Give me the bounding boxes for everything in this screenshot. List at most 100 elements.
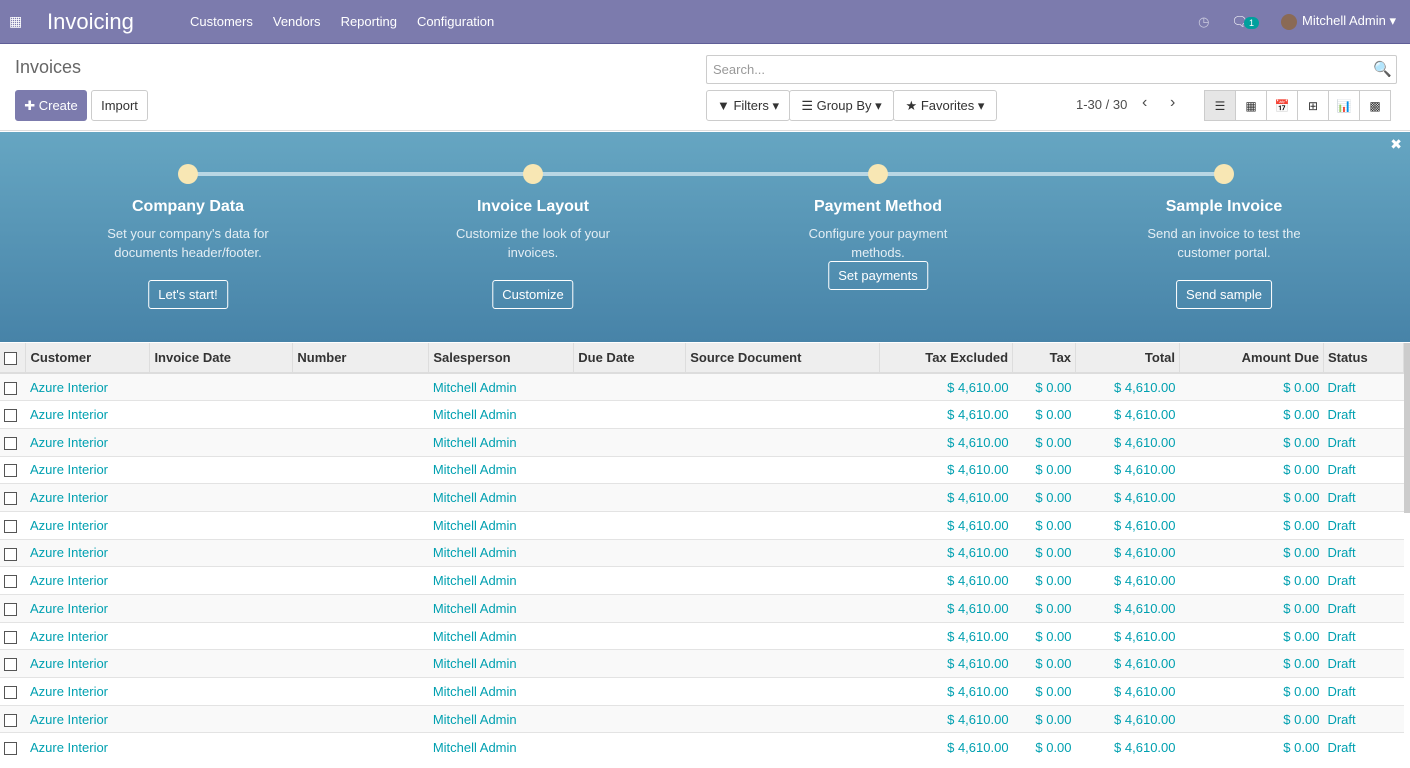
table-row[interactable]: Azure Interior Mitchell Admin $ 4,610.00 $ … xyxy=(0,400,1404,429)
table-cell: $ 0.00 xyxy=(1179,455,1324,484)
row-checkbox[interactable] xyxy=(4,658,17,672)
table-cell: Azure Interior xyxy=(25,677,150,706)
row-checkbox[interactable] xyxy=(4,685,17,699)
search-input[interactable]: Search... 🔍 xyxy=(706,55,1397,84)
table-cell: $ 4,610.00 xyxy=(1075,649,1180,678)
group-by-button[interactable]: ☰ Group By ▾ xyxy=(789,90,894,121)
table-cell xyxy=(292,372,429,401)
step-button[interactable]: Send sample xyxy=(1176,280,1272,309)
table-cell xyxy=(149,455,293,484)
column-header[interactable]: Tax Excluded xyxy=(879,343,1014,374)
table-cell xyxy=(573,455,686,484)
filters-button[interactable]: ▼ Filters ▾ xyxy=(706,90,790,121)
row-checkbox[interactable] xyxy=(4,381,17,395)
table-row[interactable]: Azure Interior Mitchell Admin $ 4,610.00 $ … xyxy=(0,483,1404,512)
menu-reporting[interactable]: Reporting xyxy=(340,14,397,29)
menu-customers[interactable]: Customers xyxy=(190,14,253,29)
table-cell xyxy=(149,510,293,540)
row-checkbox[interactable] xyxy=(4,547,17,561)
step-button[interactable]: Customize xyxy=(492,280,574,309)
table-row[interactable]: Azure Interior Mitchell Admin $ 4,610.00 $ … xyxy=(0,649,1404,678)
pager-next-icon[interactable]: › xyxy=(1170,94,1176,111)
table-row[interactable]: Azure Interior Mitchell Admin $ 4,610.00 $ … xyxy=(0,427,1404,457)
table-cell xyxy=(149,704,293,733)
calendar-view-icon[interactable]: 📅 xyxy=(1266,90,1298,121)
table-cell xyxy=(573,538,686,567)
step-dot xyxy=(1214,164,1234,184)
pager-value[interactable]: 1-30 / 30 xyxy=(1076,97,1128,112)
pager-previous-icon[interactable]: ‹ xyxy=(1142,94,1148,111)
pivot-view-icon[interactable]: ⊞ xyxy=(1297,90,1329,121)
table-row[interactable]: Azure Interior Mitchell Admin $ 4,610.00 $ … xyxy=(0,372,1404,401)
table-cell xyxy=(149,732,293,761)
graph-view-icon[interactable]: 📊 xyxy=(1328,90,1360,121)
apps-menu-icon[interactable]: ▦ xyxy=(9,13,23,29)
user-menu[interactable]: Mitchell Admin ▾ xyxy=(1281,13,1396,30)
list-view-icon[interactable]: ☰ xyxy=(1204,90,1236,121)
row-checkbox[interactable] xyxy=(4,713,17,727)
table-row[interactable]: Azure Interior Mitchell Admin $ 4,610.00 $ … xyxy=(0,510,1404,540)
search-icon[interactable]: 🔍 xyxy=(1373,61,1392,78)
table-cell: Mitchell Admin xyxy=(428,510,574,540)
menu-vendors[interactable]: Vendors xyxy=(272,14,321,29)
step-button[interactable]: Set payments xyxy=(828,261,928,290)
table-cell: $ 0.00 xyxy=(1179,427,1324,457)
table-row[interactable]: Azure Interior Mitchell Admin $ 4,610.00 $ … xyxy=(0,566,1404,595)
row-checkbox[interactable] xyxy=(4,602,17,616)
table-row[interactable]: Azure Interior Mitchell Admin $ 4,610.00 $ … xyxy=(0,538,1404,567)
table-row[interactable]: Azure Interior Mitchell Admin $ 4,610.00 $ … xyxy=(0,704,1404,733)
column-header[interactable]: Invoice Date xyxy=(149,343,294,374)
table-cell: $ 0.00 xyxy=(1179,594,1324,623)
column-header[interactable]: Salesperson xyxy=(428,343,575,374)
close-icon[interactable]: ✖ xyxy=(1390,136,1402,152)
scrollbar[interactable] xyxy=(1404,343,1410,513)
table-row[interactable]: Azure Interior Mitchell Admin $ 4,610.00 $ … xyxy=(0,677,1404,706)
column-header[interactable]: Amount Due xyxy=(1179,343,1324,374)
import-button[interactable]: Import xyxy=(91,90,148,121)
select-all-checkbox[interactable] xyxy=(4,352,17,366)
table-cell: $ 0.00 xyxy=(1012,455,1076,484)
step-button[interactable]: Let's start! xyxy=(148,280,228,309)
row-checkbox[interactable] xyxy=(4,630,17,644)
table-cell: Mitchell Admin xyxy=(428,372,574,401)
table-row[interactable]: Azure Interior Mitchell Admin $ 4,610.00 $ … xyxy=(0,732,1404,761)
table-cell: $ 4,610.00 xyxy=(1075,455,1180,484)
column-header[interactable]: Status xyxy=(1323,343,1405,374)
group-by-label: Group By xyxy=(816,98,872,113)
table-cell: $ 4,610.00 xyxy=(879,372,1013,401)
kanban-view-icon[interactable]: ▦ xyxy=(1235,90,1267,121)
favorites-button[interactable]: ★ Favorites ▾ xyxy=(893,90,997,121)
table-cell: Azure Interior xyxy=(25,538,150,567)
column-header[interactable]: Due Date xyxy=(573,343,687,374)
menu-configuration[interactable]: Configuration xyxy=(416,14,495,29)
row-checkbox[interactable] xyxy=(4,409,17,423)
activity-clock-icon[interactable]: ◷ xyxy=(1198,13,1210,29)
row-checkbox[interactable] xyxy=(4,741,17,755)
table-cell: $ 4,610.00 xyxy=(1075,732,1180,761)
table-row[interactable]: Azure Interior Mitchell Admin $ 4,610.00 $ … xyxy=(0,455,1404,484)
column-header[interactable]: Number xyxy=(292,343,430,374)
table-cell: $ 0.00 xyxy=(1179,621,1324,650)
table-cell: Draft xyxy=(1323,510,1404,540)
row-checkbox[interactable] xyxy=(4,519,17,533)
create-button[interactable]: ✚ Create xyxy=(15,90,87,121)
messages-button[interactable]: 🗨1 xyxy=(1232,14,1260,30)
column-header[interactable]: Source Document xyxy=(685,343,881,374)
table-cell: $ 4,610.00 xyxy=(879,400,1013,429)
avatar xyxy=(1281,13,1298,30)
column-header[interactable]: Tax xyxy=(1012,343,1077,374)
column-header[interactable]: Total xyxy=(1075,343,1180,374)
table-row[interactable]: Azure Interior Mitchell Admin $ 4,610.00 $ … xyxy=(0,621,1404,650)
table-row[interactable]: Azure Interior Mitchell Admin $ 4,610.00 $ … xyxy=(0,594,1404,623)
column-header[interactable]: Customer xyxy=(25,343,151,374)
step-title: Invoice Layout xyxy=(476,198,590,215)
table-cell: Draft xyxy=(1323,483,1404,512)
row-checkbox[interactable] xyxy=(4,436,17,450)
row-checkbox[interactable] xyxy=(4,492,17,506)
table-cell: $ 0.00 xyxy=(1012,483,1076,512)
table-cell: $ 4,610.00 xyxy=(1075,483,1180,512)
activity-view-icon[interactable]: ▩ xyxy=(1359,90,1391,121)
row-checkbox[interactable] xyxy=(4,464,17,478)
table-cell xyxy=(292,483,429,512)
row-checkbox[interactable] xyxy=(4,575,17,589)
